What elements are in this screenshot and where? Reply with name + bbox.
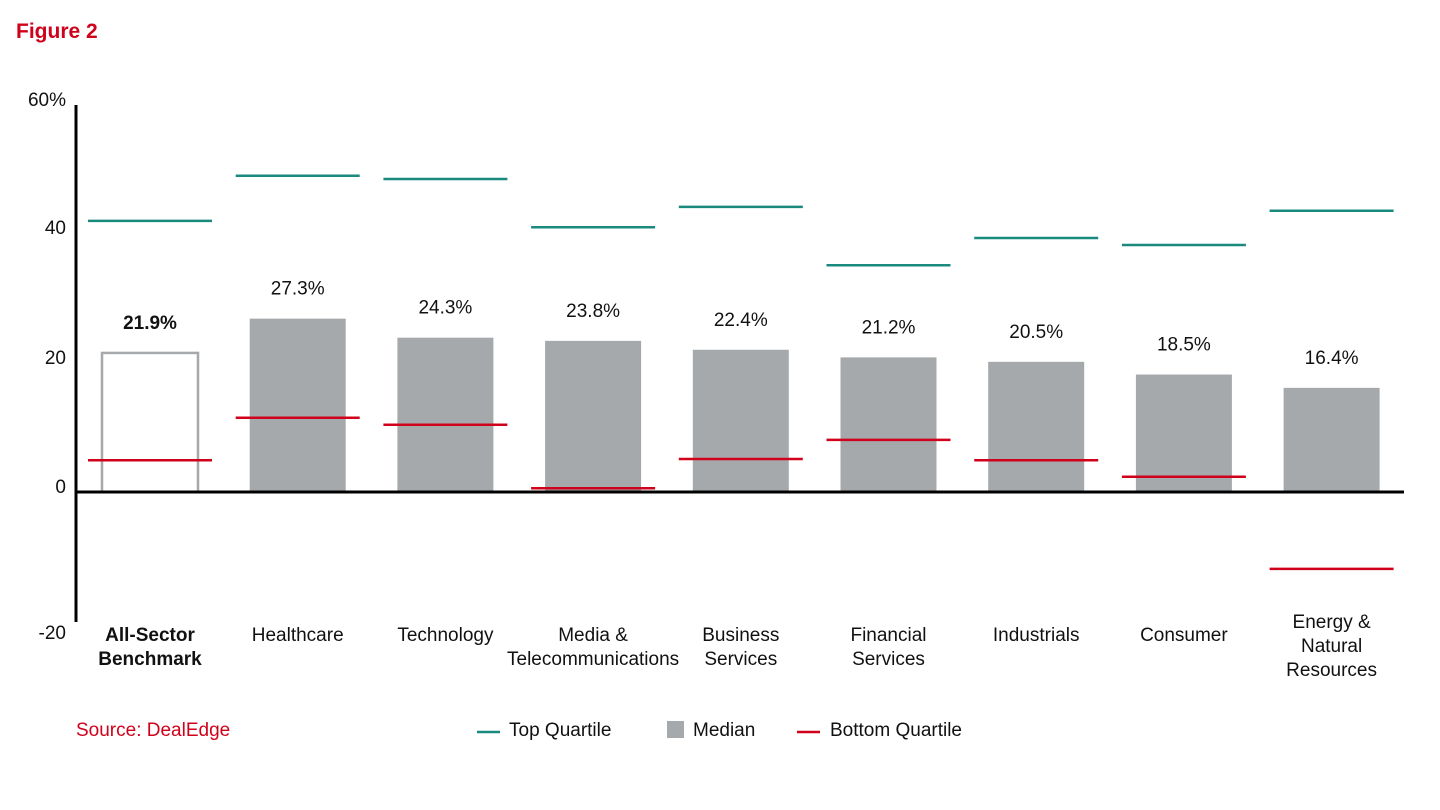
- legend-median-swatch: [667, 721, 684, 738]
- x-tick-label: Resources: [1286, 660, 1377, 681]
- x-tick-label: Media &: [558, 625, 628, 646]
- median-bar: [1135, 374, 1232, 492]
- legend-bottom-quartile-label: Bottom Quartile: [830, 720, 962, 741]
- y-tick-label: 40: [45, 218, 66, 239]
- y-tick-label: 20: [45, 348, 66, 369]
- x-tick-label: All-Sector: [105, 625, 195, 646]
- data-label: 16.4%: [1305, 348, 1359, 369]
- median-bar: [397, 337, 494, 492]
- x-tick-label: Benchmark: [98, 649, 202, 670]
- figure-title: Figure 2: [16, 20, 98, 43]
- x-tick-label: Financial: [850, 625, 926, 646]
- data-label: 21.9%: [123, 313, 177, 334]
- data-label: 22.4%: [714, 310, 768, 331]
- median-bar: [840, 357, 937, 492]
- x-tick-label: Energy &: [1293, 612, 1371, 633]
- x-tick-label: Healthcare: [252, 625, 344, 646]
- median-bar: [692, 349, 789, 492]
- legend-median-label: Median: [693, 720, 755, 741]
- data-label: 23.8%: [566, 301, 620, 322]
- median-bar-benchmark: [100, 351, 200, 494]
- x-tick-label: Services: [704, 649, 777, 670]
- x-tick-label: Natural: [1301, 636, 1362, 657]
- y-tick-label: 0: [55, 477, 66, 498]
- x-tick-label: Industrials: [993, 625, 1080, 646]
- data-label: 24.3%: [418, 298, 472, 319]
- x-tick-label: Technology: [397, 625, 494, 646]
- median-bar: [1283, 387, 1380, 492]
- data-label: 20.5%: [1009, 322, 1063, 343]
- x-tick-label: Consumer: [1140, 625, 1228, 646]
- data-label: 21.2%: [862, 317, 916, 338]
- median-bar: [249, 318, 346, 492]
- y-tick-label: -20: [39, 623, 66, 644]
- median-bar: [988, 361, 1085, 492]
- x-tick-label: Telecommunications: [507, 649, 679, 670]
- x-tick-label: Services: [852, 649, 925, 670]
- legend-top-quartile-label: Top Quartile: [509, 720, 611, 741]
- y-tick-label: 60%: [28, 90, 66, 111]
- data-label: 27.3%: [271, 279, 325, 300]
- x-tick-label: Business: [702, 625, 779, 646]
- source-note: Source: DealEdge: [76, 720, 230, 741]
- data-label: 18.5%: [1157, 335, 1211, 356]
- median-bar: [545, 340, 642, 492]
